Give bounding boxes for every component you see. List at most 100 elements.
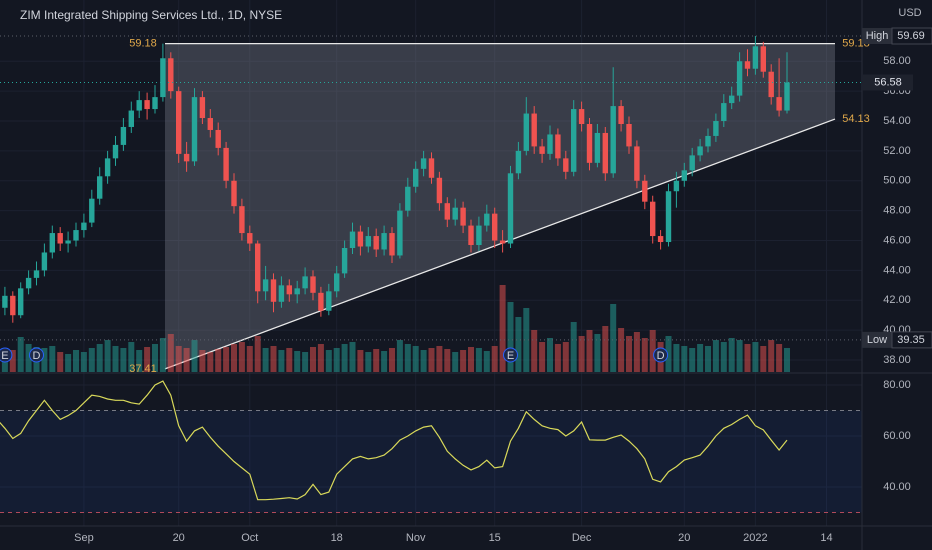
- volume-bar: [341, 344, 348, 372]
- candle-body: [744, 61, 751, 69]
- candle-body: [618, 106, 624, 124]
- volume-bar: [167, 334, 174, 372]
- candle-body: [373, 236, 379, 250]
- volume-bar: [199, 350, 206, 372]
- candle-body: [89, 198, 95, 223]
- candle-body: [270, 279, 277, 302]
- candle-body: [602, 132, 608, 174]
- volume-bar: [720, 342, 727, 372]
- candle-body: [736, 61, 743, 96]
- candle-body: [104, 158, 111, 177]
- volume-bar: [49, 346, 56, 372]
- candle-body: [492, 213, 498, 241]
- candle-body: [428, 158, 435, 178]
- candle-body: [484, 213, 490, 226]
- volume-bar: [689, 348, 696, 372]
- volume-bar: [697, 344, 704, 372]
- x-tick-label: Oct: [241, 532, 258, 544]
- y-tick-label: 58.00: [883, 55, 911, 67]
- volume-bar: [412, 346, 419, 372]
- volume-bar: [246, 346, 253, 372]
- x-tick-label: 18: [331, 532, 343, 544]
- candle-body: [112, 144, 119, 159]
- volume-bar: [460, 350, 467, 372]
- volume-bar: [420, 350, 427, 372]
- series: [0, 35, 862, 514]
- volume-bar: [610, 304, 617, 372]
- candle-body: [642, 180, 648, 202]
- y-tick-label: 44.00: [883, 264, 911, 276]
- volume-bar: [357, 350, 364, 372]
- volume-bar: [73, 350, 79, 372]
- currency: USD: [898, 7, 921, 19]
- volume-bar: [649, 330, 656, 372]
- candle-body: [768, 71, 774, 98]
- candle-body: [689, 155, 695, 171]
- volume-bar: [507, 302, 514, 372]
- volume-bar: [152, 344, 158, 372]
- candle-body: [349, 231, 356, 248]
- candle-body: [152, 97, 158, 110]
- candle-body: [73, 230, 79, 241]
- volume-bar: [626, 336, 632, 372]
- volume-bar: [104, 340, 111, 372]
- candle-body: [452, 207, 458, 220]
- volume-bar: [159, 338, 166, 372]
- event-label: E: [507, 350, 514, 362]
- candle-body: [120, 126, 127, 145]
- high-value: 59.69: [897, 30, 925, 42]
- volume-bar: [17, 337, 24, 372]
- x-tick-label: 2022: [743, 532, 767, 544]
- volume-bar: [389, 348, 395, 372]
- y-tick-label: 42.00: [883, 294, 911, 306]
- volume-bar: [262, 348, 269, 372]
- candle-body: [507, 173, 514, 244]
- candle-body: [294, 288, 300, 295]
- candle-body: [65, 240, 71, 244]
- volume-bar: [554, 344, 561, 372]
- volume-bar: [641, 338, 648, 372]
- volume-bar: [475, 348, 482, 372]
- candle-body: [57, 233, 63, 244]
- candle-body: [657, 236, 664, 243]
- volume-bar: [302, 352, 309, 372]
- volume-bar: [768, 340, 775, 372]
- volume-bar: [317, 344, 324, 372]
- volume-bar: [96, 344, 103, 372]
- volume-bar: [120, 348, 127, 372]
- volume-bar: [736, 340, 743, 372]
- candle-body: [784, 82, 790, 111]
- candle-body: [207, 118, 213, 130]
- event-marker: [29, 347, 44, 363]
- candle-body: [634, 146, 640, 181]
- candle-body: [515, 150, 522, 174]
- candle-body: [610, 106, 616, 174]
- pattern: [0, 42, 862, 513]
- candle-body: [81, 222, 87, 231]
- volume-bar: [444, 349, 451, 372]
- candle-body: [673, 180, 680, 192]
- candle-body: [436, 177, 443, 204]
- event-label: D: [657, 350, 665, 362]
- volume-bar: [562, 342, 569, 372]
- volume-bar: [594, 334, 601, 372]
- candle-body: [191, 97, 198, 162]
- volume-bar: [618, 328, 625, 372]
- candle-body: [318, 292, 324, 311]
- high-tag: High: [866, 30, 889, 42]
- candle-body: [168, 58, 174, 92]
- volume-bar: [515, 317, 522, 372]
- candle-body: [697, 146, 703, 156]
- candle-body: [547, 134, 553, 154]
- y-tick-label: 50.00: [883, 175, 911, 187]
- volume-bar: [705, 346, 711, 372]
- volume-bar: [183, 348, 190, 372]
- volume-bar: [286, 348, 293, 372]
- candle-body: [160, 58, 166, 98]
- event-label: D: [33, 350, 41, 362]
- low-value: 39.35: [897, 334, 925, 346]
- volume-bar: [88, 348, 95, 372]
- y-tick-label: 60.00: [883, 430, 911, 442]
- volume-bar: [673, 344, 680, 372]
- candle-body: [665, 191, 672, 243]
